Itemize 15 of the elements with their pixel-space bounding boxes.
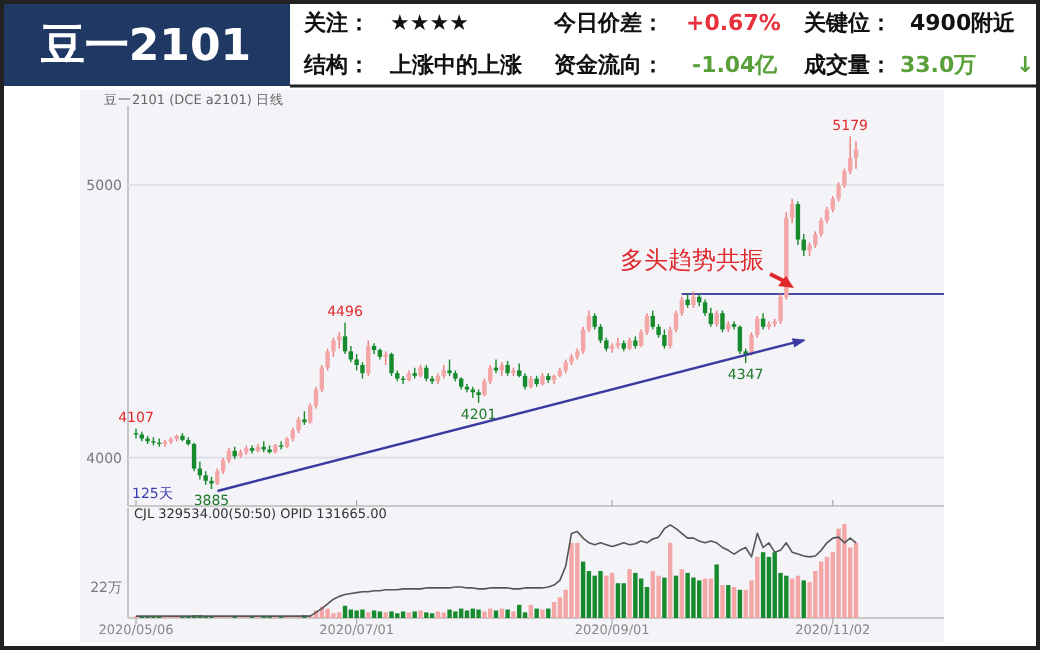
text: 结构： [302, 52, 370, 78]
text: 关注： [302, 10, 370, 36]
text: +0.67% [686, 10, 781, 36]
text: 关键位： [802, 10, 892, 36]
text: 33.0万 [900, 52, 977, 78]
text: 今日价差： [552, 10, 664, 36]
text: ↓ [1016, 52, 1035, 78]
text: 4900附近 [910, 10, 1018, 36]
text: 资金流向： [554, 52, 664, 78]
text: 成交量： [802, 52, 892, 78]
text: 豆一2101 [38, 22, 252, 72]
text: -1.04亿 [692, 52, 780, 78]
text: 上涨中的上涨 [388, 52, 524, 78]
text: ★★★★ [390, 10, 470, 36]
annotation: 多头趋势共振 [620, 246, 764, 274]
